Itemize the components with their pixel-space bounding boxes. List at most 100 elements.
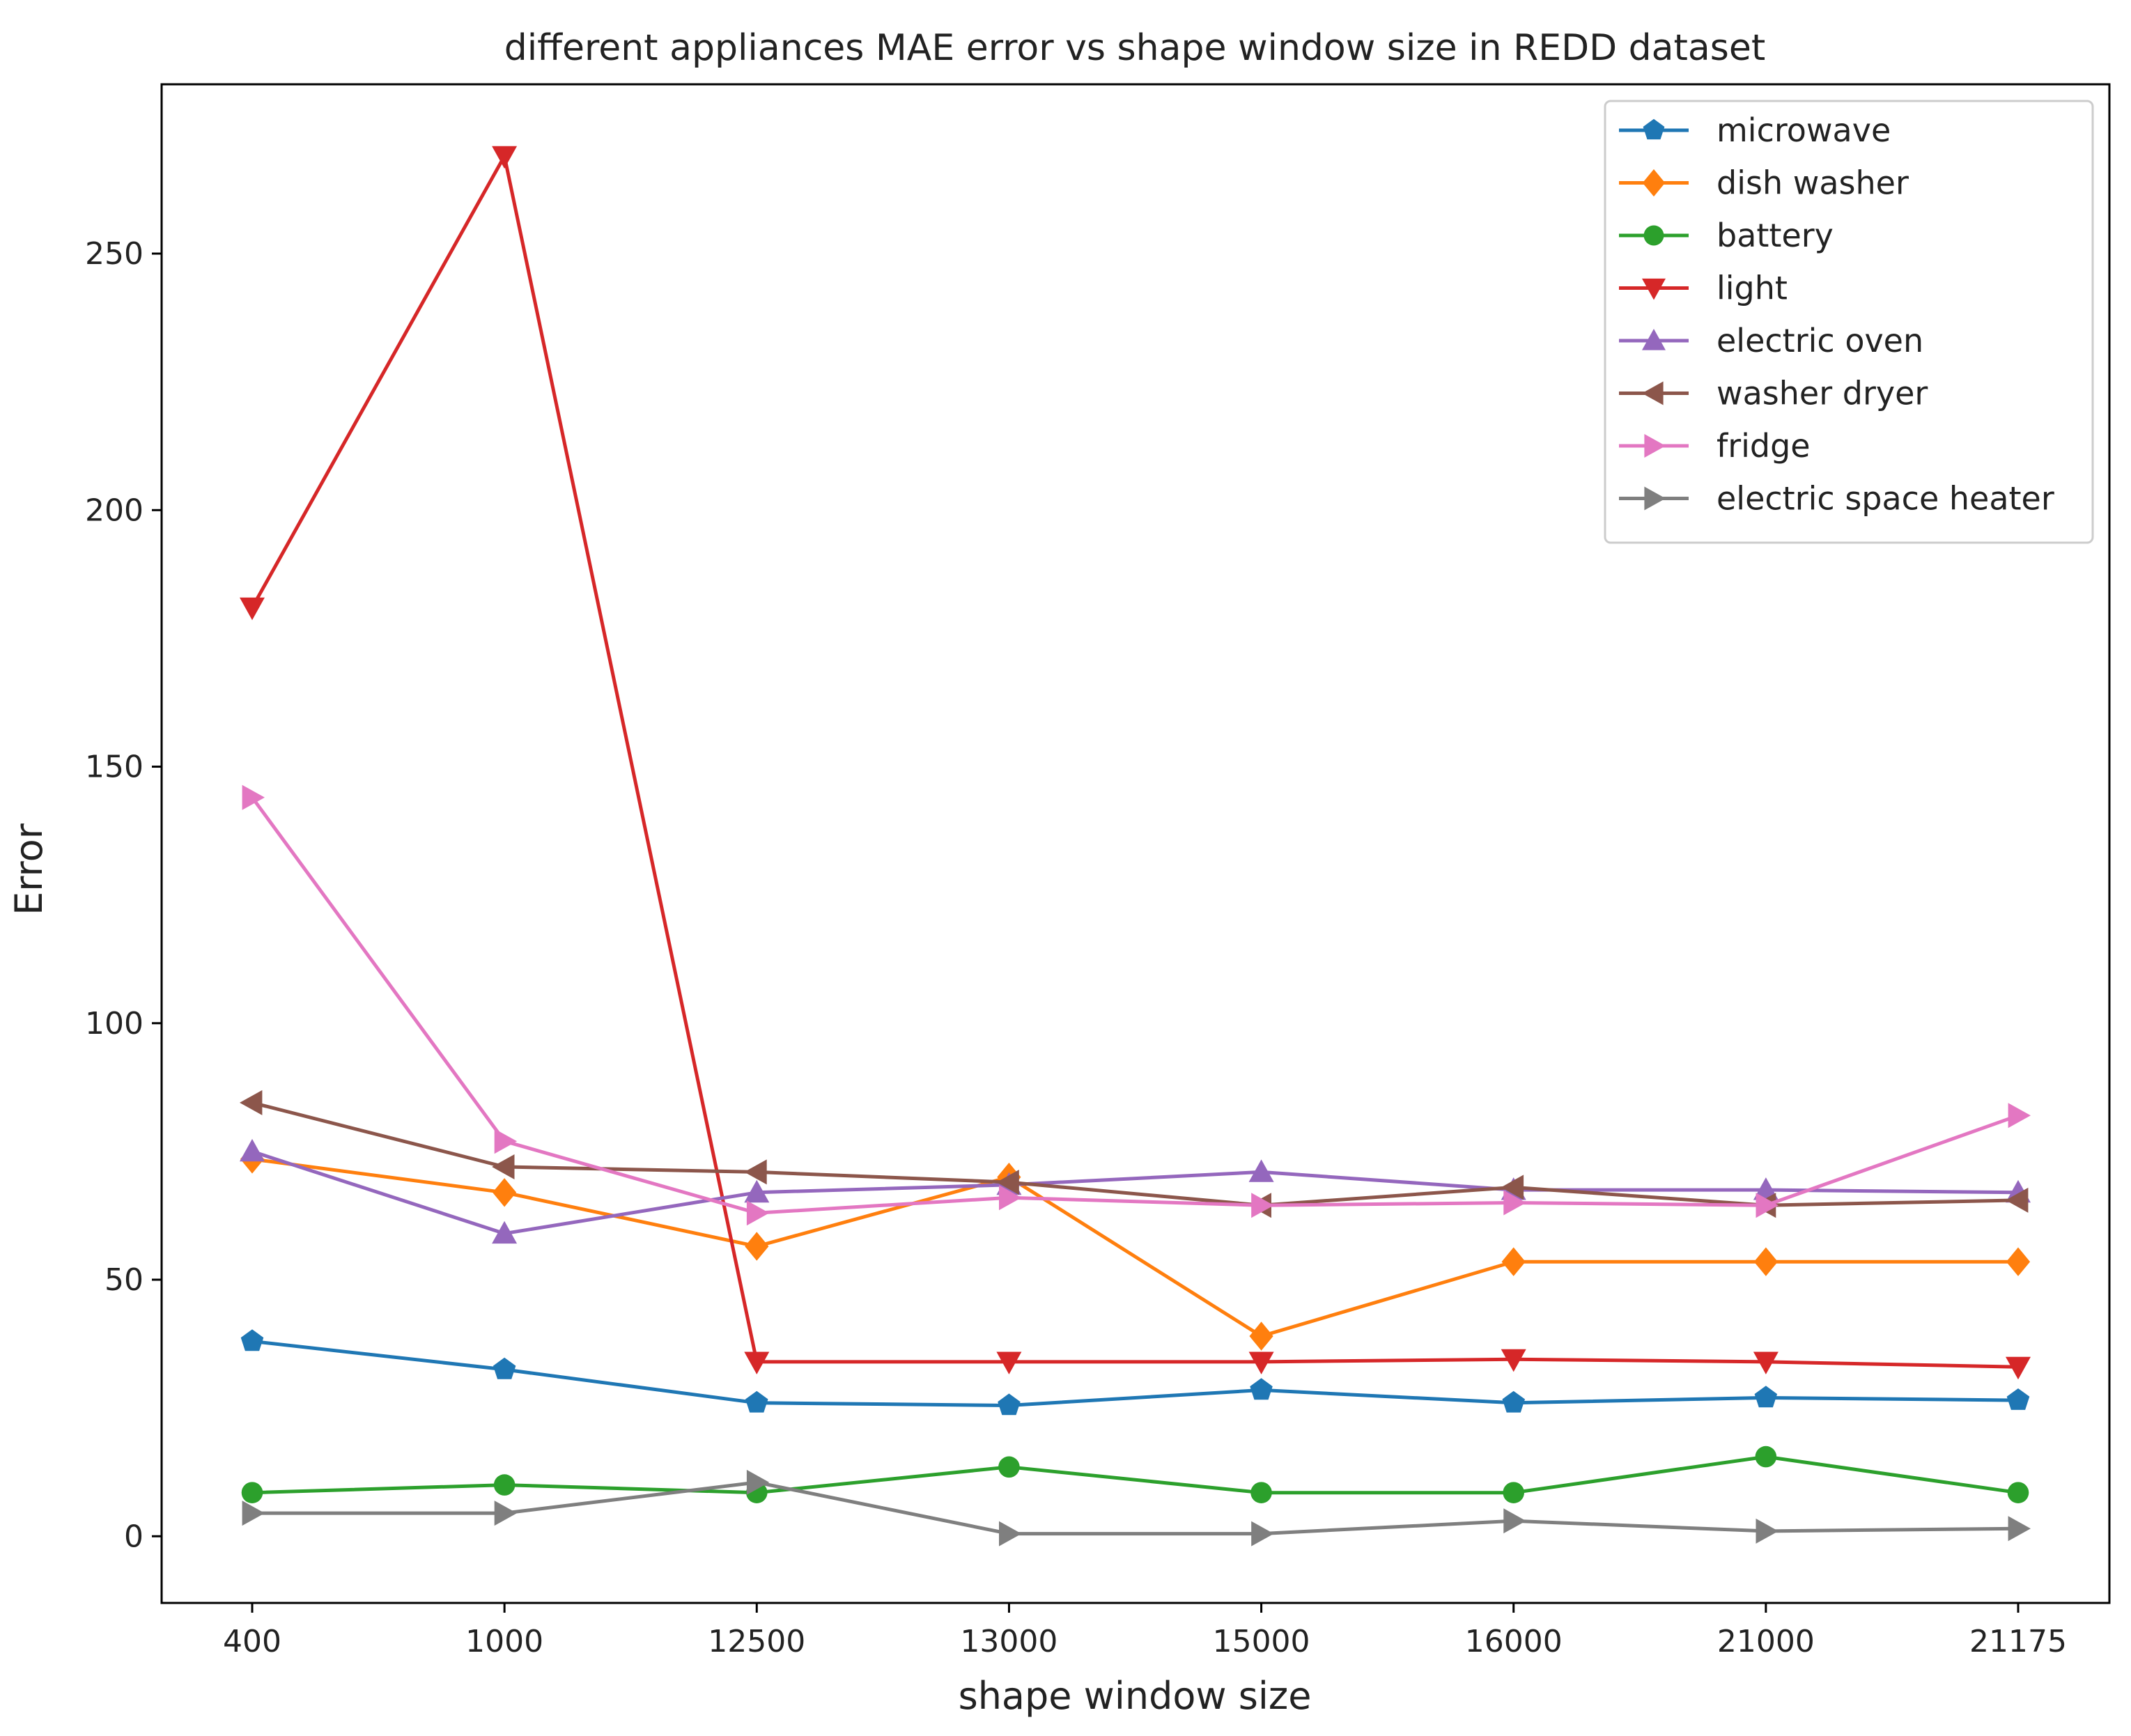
data-point bbox=[242, 784, 265, 810]
data-point bbox=[1248, 1351, 1274, 1374]
data-point bbox=[744, 1179, 770, 1203]
series-line bbox=[251, 1455, 2019, 1495]
legend-marker bbox=[1642, 381, 1664, 405]
legend-item: washer dryer bbox=[1619, 375, 1928, 412]
legend-label: washer dryer bbox=[1717, 375, 1928, 412]
legend-marker bbox=[1643, 118, 1665, 140]
x-tick-label: 21175 bbox=[1969, 1624, 2067, 1659]
data-point bbox=[1753, 1177, 1779, 1200]
data-point bbox=[998, 1456, 1020, 1478]
legend-label: dish washer bbox=[1717, 164, 1909, 202]
y-tick-label: 150 bbox=[85, 750, 144, 785]
data-point bbox=[1753, 1351, 1779, 1374]
series-line bbox=[251, 1101, 2019, 1207]
legend-item: fridge bbox=[1619, 427, 1811, 465]
series-fridge bbox=[242, 784, 2031, 1226]
data-point bbox=[996, 1351, 1022, 1374]
legend-marker bbox=[1644, 434, 1666, 458]
y-tick-label: 100 bbox=[85, 1006, 144, 1041]
legend-label: electric oven bbox=[1717, 322, 1923, 359]
data-point bbox=[492, 1220, 518, 1244]
data-point bbox=[745, 1232, 769, 1261]
data-point bbox=[746, 1469, 770, 1495]
series-electric-space-heater bbox=[242, 1469, 2031, 1547]
legend-item: microwave bbox=[1619, 111, 1891, 149]
legend-label: fridge bbox=[1717, 427, 1811, 465]
axes: 400 1000 12500 13000 15000 16000 21000 21175 0 50… bbox=[85, 83, 2111, 1659]
legend-item: dish washer bbox=[1619, 164, 1909, 202]
data-point bbox=[1502, 1390, 1525, 1413]
data-point bbox=[1503, 1508, 1526, 1534]
data-point bbox=[999, 1521, 1022, 1547]
x-tick-label: 13000 bbox=[960, 1624, 1057, 1659]
data-point bbox=[2006, 1356, 2031, 1380]
data-point bbox=[1503, 1482, 1525, 1503]
data-point bbox=[1250, 1482, 1272, 1503]
data-point bbox=[744, 1159, 767, 1185]
data-point bbox=[1250, 1378, 1273, 1400]
legend-label: microwave bbox=[1717, 111, 1891, 149]
legend-label: light bbox=[1717, 270, 1788, 307]
data-point bbox=[998, 1393, 1021, 1416]
data-point bbox=[493, 1178, 517, 1207]
legend-marker bbox=[1642, 329, 1666, 350]
x-tick-label: 1000 bbox=[465, 1624, 543, 1659]
series-line bbox=[251, 1149, 2019, 1236]
data-point bbox=[241, 1482, 263, 1503]
y-tick-label: 200 bbox=[85, 493, 144, 528]
data-point bbox=[1501, 1349, 1526, 1372]
legend-item: light bbox=[1619, 270, 1788, 307]
data-point bbox=[744, 1351, 770, 1374]
series-layer bbox=[240, 146, 2031, 1547]
data-point bbox=[492, 146, 518, 169]
data-point bbox=[240, 597, 265, 621]
series-line bbox=[250, 154, 2019, 1369]
legend-box bbox=[1604, 100, 2094, 544]
data-point bbox=[2008, 1103, 2031, 1129]
legend-item: electric oven bbox=[1619, 322, 1923, 359]
data-point bbox=[745, 1390, 768, 1413]
x-axis-label: shape window size bbox=[959, 1674, 1312, 1718]
data-point bbox=[1501, 1247, 1526, 1276]
data-point bbox=[1251, 1193, 1274, 1218]
series-line bbox=[251, 1339, 2019, 1407]
x-tick-label: 400 bbox=[223, 1624, 281, 1659]
data-point bbox=[1754, 1386, 1778, 1408]
chart-title: different appliances MAE error vs shape … bbox=[504, 27, 1766, 69]
data-point bbox=[2006, 1247, 2031, 1276]
data-point bbox=[2006, 1388, 2030, 1410]
legend-item: electric space heater bbox=[1619, 480, 2054, 518]
data-point bbox=[1753, 1247, 1778, 1276]
series-line bbox=[251, 1157, 2018, 1338]
data-point bbox=[1756, 1518, 1779, 1544]
data-point bbox=[240, 1138, 265, 1162]
y-axis-label: Error bbox=[7, 823, 51, 915]
data-point bbox=[1501, 1175, 1524, 1200]
data-point bbox=[746, 1200, 770, 1226]
series-battery bbox=[241, 1446, 2029, 1503]
series-line bbox=[252, 1480, 2019, 1536]
data-point bbox=[1249, 1322, 1273, 1351]
plot-frame bbox=[160, 83, 2111, 1604]
y-tick-label: 250 bbox=[85, 236, 144, 272]
legend-marker bbox=[1642, 278, 1666, 300]
data-point bbox=[2006, 1187, 2029, 1213]
data-point bbox=[494, 1501, 518, 1526]
legend-marker bbox=[1643, 225, 1664, 246]
x-tick-label: 21000 bbox=[1717, 1624, 1815, 1659]
legend-marker bbox=[1642, 169, 1666, 197]
data-point bbox=[493, 1474, 516, 1496]
legend-marker bbox=[1644, 486, 1666, 511]
series-line bbox=[250, 796, 2019, 1215]
x-tick-label: 16000 bbox=[1465, 1624, 1563, 1659]
data-point bbox=[1251, 1521, 1274, 1547]
data-point bbox=[2007, 1482, 2029, 1503]
data-point bbox=[240, 1090, 263, 1115]
data-point bbox=[240, 1329, 264, 1351]
data-point bbox=[242, 1501, 265, 1526]
legend: microwave dish washer battery light electric… bbox=[1604, 100, 2094, 544]
legend-label: battery bbox=[1717, 217, 1834, 254]
series-light bbox=[240, 146, 2031, 1380]
data-point bbox=[1756, 1193, 1779, 1218]
